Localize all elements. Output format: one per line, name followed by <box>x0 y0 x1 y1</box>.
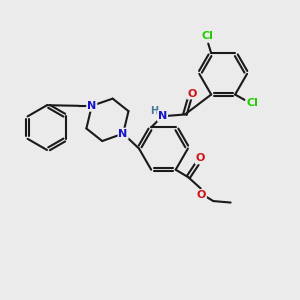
Text: Cl: Cl <box>202 31 214 41</box>
Text: N: N <box>118 129 128 139</box>
Text: N: N <box>158 111 167 121</box>
Text: H: H <box>150 106 158 116</box>
Text: O: O <box>187 88 196 99</box>
Text: N: N <box>87 101 96 111</box>
Text: Cl: Cl <box>247 98 258 108</box>
Text: O: O <box>196 153 205 164</box>
Text: O: O <box>197 190 206 200</box>
